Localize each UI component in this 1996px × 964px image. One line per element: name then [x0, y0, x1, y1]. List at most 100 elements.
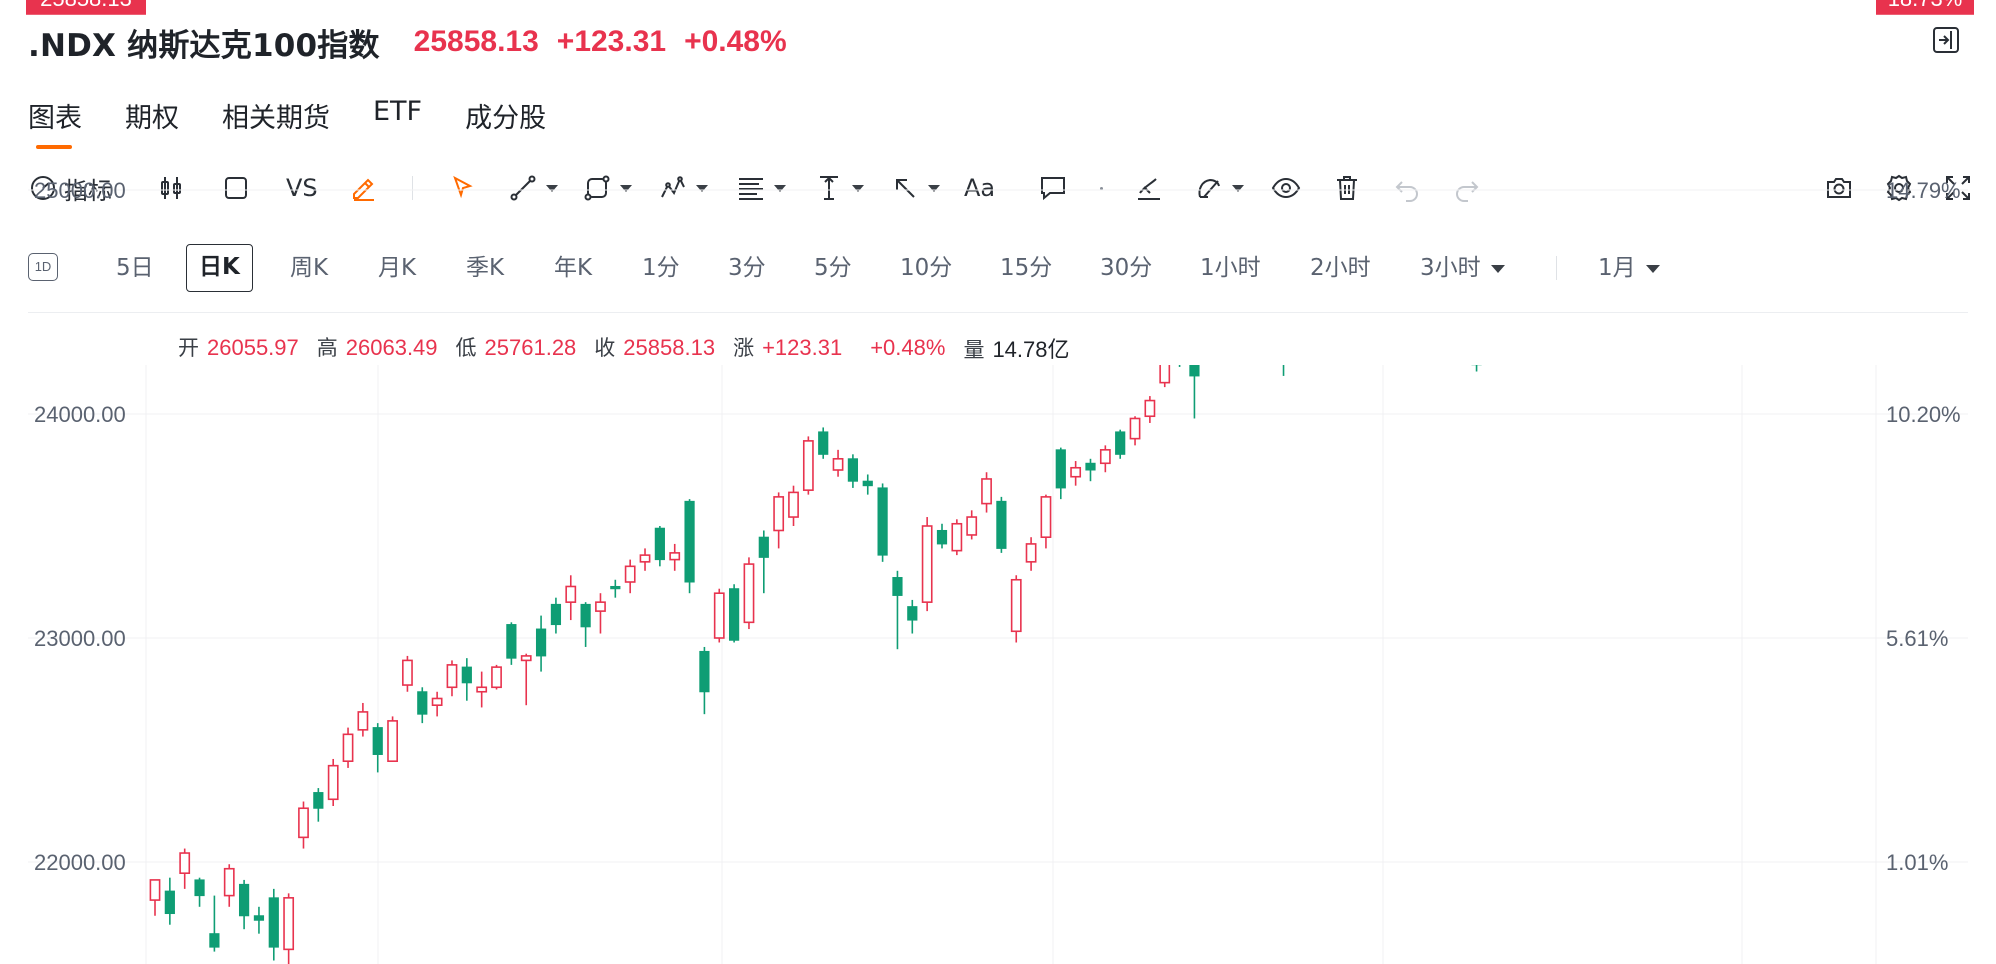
- period-3h-label: 3小时: [1420, 255, 1481, 281]
- cursor-tool[interactable]: [448, 168, 478, 208]
- period-5min[interactable]: 5分: [814, 255, 852, 281]
- delete-drawings-button[interactable]: [1332, 168, 1362, 208]
- period-daily[interactable]: 日K: [186, 244, 253, 292]
- candle-up: [1635, 107, 1644, 120]
- period-weekly[interactable]: 周K: [290, 255, 329, 281]
- candles: [149, 0, 1704, 964]
- candle-down: [1695, 0, 1704, 15]
- candle-up: [342, 733, 354, 763]
- chevron-down-icon: [928, 184, 940, 192]
- period-3h-dropdown[interactable]: 3小时: [1420, 244, 1505, 292]
- period-30min[interactable]: 30分: [1100, 255, 1153, 281]
- tab-futures[interactable]: 相关期货: [222, 103, 330, 134]
- period-5d[interactable]: 5日: [116, 255, 154, 281]
- candle-down: [1189, 365, 1200, 377]
- high-value: 26063.49: [345, 335, 438, 360]
- shape-tool[interactable]: [582, 168, 632, 208]
- range-dropdown[interactable]: 1月: [1598, 244, 1660, 292]
- drawing-mode-button[interactable]: [348, 168, 380, 208]
- candle-down: [194, 879, 205, 897]
- arrow-tool[interactable]: [890, 168, 940, 208]
- chevron-down-icon: [852, 184, 864, 192]
- candle-down: [238, 883, 250, 917]
- candle-down: [1323, 273, 1332, 277]
- current-price-tag-label: 25858.13: [40, 0, 132, 11]
- period-quarterly[interactable]: 季K: [466, 255, 505, 281]
- layout-button[interactable]: [222, 168, 250, 208]
- candle-up: [1205, 304, 1214, 326]
- candle-up: [431, 697, 443, 706]
- period-10min[interactable]: 10分: [900, 255, 953, 281]
- candle-up: [446, 664, 458, 689]
- candle-down: [610, 585, 621, 590]
- candle-down: [877, 487, 888, 556]
- tab-chart[interactable]: 图表: [28, 96, 82, 149]
- period-monthly[interactable]: 月K: [378, 255, 417, 281]
- candle-up: [624, 565, 636, 583]
- page-title: .NDX 纳斯达克100指数: [28, 27, 380, 64]
- chevron-down-icon: [1490, 264, 1505, 273]
- candle-up: [149, 879, 161, 901]
- candle-up: [476, 686, 488, 693]
- candle-down: [684, 500, 695, 583]
- exit-panel-button[interactable]: [1930, 24, 1962, 56]
- close-label: 收: [594, 336, 616, 360]
- tab-etf[interactable]: ETF: [373, 96, 423, 127]
- period-1h[interactable]: 1小时: [1200, 255, 1261, 281]
- candle-down: [818, 431, 829, 455]
- screenshot-button[interactable]: [1824, 168, 1854, 208]
- settings-button[interactable]: [1884, 168, 1914, 208]
- period-2h[interactable]: 2小时: [1310, 255, 1371, 281]
- period-yearly[interactable]: 年K: [554, 255, 593, 281]
- intraday-1d-icon[interactable]: 1D: [28, 253, 58, 281]
- camera-icon: [1827, 178, 1851, 198]
- square-icon: [225, 177, 247, 199]
- pattern-tool[interactable]: [658, 168, 708, 208]
- fibonacci-icon: [739, 178, 763, 200]
- period-3min[interactable]: 3分: [728, 255, 766, 281]
- candle-down: [313, 792, 324, 809]
- open-field: 开 26055.97: [178, 332, 299, 362]
- candle-down: [461, 666, 472, 684]
- visibility-toggle[interactable]: [1270, 168, 1302, 208]
- fibonacci-tool[interactable]: [736, 168, 786, 208]
- text-tool[interactable]: Aa: [964, 168, 995, 208]
- drawing-toolbar: 指标 VS Aa: [28, 168, 1970, 208]
- candle-up: [1353, 230, 1362, 293]
- current-pct-tag: [1876, 0, 1974, 15]
- candle-up: [387, 720, 398, 763]
- candle-down: [1442, 156, 1451, 169]
- y-tick-label-right: 1.01%: [1886, 850, 1948, 875]
- y-tick-label-left: 23000.00: [34, 626, 126, 651]
- fullscreen-button[interactable]: [1944, 168, 1972, 208]
- period-divider: [1556, 256, 1557, 280]
- period-15min[interactable]: 15分: [1000, 255, 1053, 281]
- candle-up: [1010, 578, 1022, 633]
- open-value: 26055.97: [207, 335, 299, 360]
- candle-up: [520, 655, 532, 662]
- measure-tool[interactable]: [814, 168, 864, 208]
- tab-options[interactable]: 期权: [125, 103, 179, 134]
- chart-type-button[interactable]: [156, 168, 186, 208]
- candle-down: [1383, 208, 1392, 239]
- current-pct-tag-label: 18.73%: [1888, 0, 1963, 11]
- close-value: 25858.13: [623, 335, 716, 360]
- volume-field: 量 14.78亿: [963, 332, 1069, 362]
- period-1min[interactable]: 1分: [642, 255, 680, 281]
- period-selector: 1D 5日 日K 周K 月K 季K 年K 1分 3分 5分 10分 15分 30…: [28, 244, 1968, 292]
- candle-down: [1517, 244, 1526, 257]
- candle-up: [921, 525, 933, 603]
- candle-up: [1099, 449, 1111, 465]
- trendline-tool[interactable]: [508, 168, 558, 208]
- comment-tool[interactable]: [1038, 168, 1068, 208]
- compare-button[interactable]: VS: [286, 168, 318, 208]
- trash-icon: [1337, 176, 1357, 200]
- price-change: +123.31: [556, 25, 667, 58]
- candle-down: [936, 529, 948, 545]
- candle-up: [1502, 291, 1511, 325]
- tab-constituents[interactable]: 成分股: [465, 103, 547, 134]
- candle-down: [1115, 431, 1126, 455]
- arrow-icon: [896, 179, 915, 198]
- y-tick-label-left: 22000.00: [34, 850, 126, 875]
